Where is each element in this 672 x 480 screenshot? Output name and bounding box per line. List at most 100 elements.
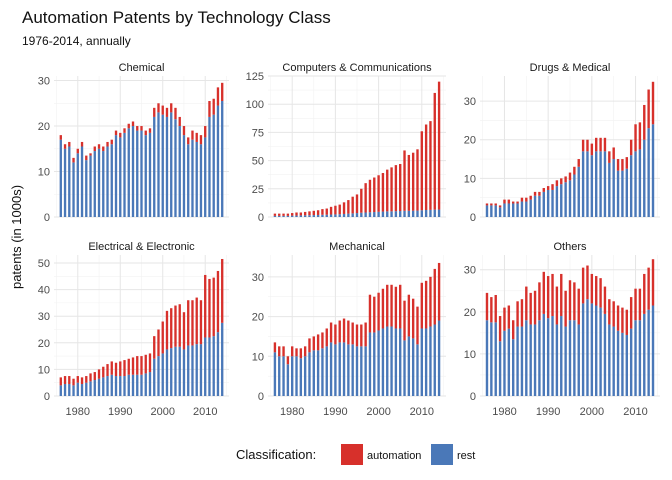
bar-automation-1986 (317, 334, 319, 350)
bar-rest-2007 (621, 171, 623, 217)
bar-automation-1995 (356, 325, 358, 347)
bar-automation-2013 (647, 268, 649, 310)
bar-rest-2007 (621, 333, 623, 396)
bar-automation-1990 (119, 133, 121, 138)
facet-panels: Chemical0102030Computers & Communication… (38, 62, 660, 418)
bar-rest-2008 (196, 142, 198, 217)
bar-rest-1992 (556, 324, 558, 396)
bar-automation-1989 (330, 323, 332, 343)
bar-automation-1978 (495, 203, 497, 205)
bar-rest-2000 (377, 330, 379, 396)
bar-rest-1978 (68, 147, 70, 218)
bar-rest-2013 (217, 332, 219, 396)
panel-others: Others01020301980199020002010 (464, 241, 660, 418)
bar-automation-2009 (200, 135, 202, 144)
bar-rest-1979 (499, 207, 501, 217)
bar-automation-2003 (604, 138, 606, 152)
bar-rest-1997 (149, 372, 151, 396)
bar-automation-1976 (486, 293, 488, 320)
bar-automation-1999 (586, 140, 588, 152)
bar-rest-2003 (174, 347, 176, 396)
bar-automation-1993 (560, 274, 562, 316)
bar-rest-2013 (434, 210, 436, 217)
bar-rest-1990 (547, 190, 549, 217)
bar-automation-1991 (339, 321, 341, 343)
bar-automation-2008 (626, 157, 628, 169)
y-tick-label: 0 (258, 212, 264, 224)
bar-automation-1987 (534, 291, 536, 325)
bar-rest-2011 (425, 210, 427, 217)
bar-rest-1981 (508, 329, 510, 396)
bar-automation-1983 (304, 212, 306, 215)
bar-rest-1988 (111, 375, 113, 396)
y-tick-label: 10 (464, 173, 476, 185)
panel-title: Drugs & Medical (530, 62, 611, 74)
bar-automation-1995 (140, 356, 142, 375)
bar-rest-1994 (351, 344, 353, 396)
bar-automation-2014 (652, 82, 654, 124)
bar-rest-1989 (543, 192, 545, 217)
bar-automation-1980 (503, 308, 505, 331)
bar-rest-2012 (213, 115, 215, 217)
bar-automation-1989 (115, 363, 117, 376)
bar-automation-1990 (547, 186, 549, 190)
legend: Classification: automation rest (236, 444, 475, 465)
bar-rest-2013 (434, 325, 436, 396)
bar-rest-2000 (162, 353, 164, 396)
bar-rest-2002 (386, 211, 388, 217)
bar-automation-2005 (612, 147, 614, 159)
bar-automation-1996 (573, 282, 575, 320)
bar-automation-1997 (149, 353, 151, 372)
bar-rest-1998 (369, 332, 371, 396)
y-tick-label: 20 (464, 307, 476, 319)
bar-automation-2012 (213, 99, 215, 115)
y-tick-label: 125 (246, 71, 264, 83)
bar-automation-2003 (604, 287, 606, 314)
bar-automation-1989 (115, 131, 117, 136)
bar-automation-1976 (60, 135, 62, 140)
bar-automation-1999 (157, 329, 159, 356)
bar-automation-1997 (149, 128, 151, 133)
bar-rest-1977 (64, 384, 66, 396)
bar-automation-2012 (643, 274, 645, 314)
bar-rest-1987 (534, 324, 536, 396)
bar-rest-2001 (595, 151, 597, 217)
bar-automation-2009 (416, 307, 418, 345)
bar-automation-2000 (162, 106, 164, 115)
bar-rest-1985 (98, 379, 100, 396)
bar-rest-1978 (495, 205, 497, 217)
bar-rest-2005 (399, 211, 401, 217)
bar-rest-1977 (490, 322, 492, 396)
bar-rest-2000 (591, 155, 593, 217)
bar-rest-2007 (191, 140, 193, 217)
bar-rest-1998 (582, 151, 584, 217)
bar-rest-1983 (516, 203, 518, 217)
bar-automation-2009 (630, 140, 632, 155)
bar-automation-1981 (508, 200, 510, 204)
y-tick-label: 10 (252, 351, 264, 363)
bar-rest-2014 (438, 210, 440, 217)
bar-rest-2010 (204, 337, 206, 396)
bar-rest-2013 (647, 128, 649, 217)
bar-automation-1991 (551, 274, 553, 316)
bar-rest-1995 (140, 131, 142, 217)
bar-automation-1996 (145, 131, 147, 136)
bar-automation-2007 (621, 159, 623, 171)
bar-automation-1997 (578, 159, 580, 167)
bar-rest-1999 (586, 299, 588, 396)
bar-rest-1995 (356, 213, 358, 217)
bar-rest-2005 (612, 327, 614, 396)
bar-rest-2006 (187, 144, 189, 217)
bar-automation-2004 (179, 117, 181, 126)
panel-chemical: Chemical0102030 (38, 62, 229, 224)
bar-automation-2007 (408, 155, 410, 211)
bar-automation-2010 (204, 126, 206, 137)
bar-automation-2014 (652, 259, 654, 305)
bar-automation-1977 (490, 297, 492, 322)
bar-automation-2007 (191, 300, 193, 345)
bar-automation-1978 (495, 295, 497, 322)
bar-rest-2008 (196, 344, 198, 396)
bar-rest-2001 (595, 306, 597, 396)
bar-rest-1979 (499, 341, 501, 396)
bar-rest-2004 (395, 328, 397, 396)
